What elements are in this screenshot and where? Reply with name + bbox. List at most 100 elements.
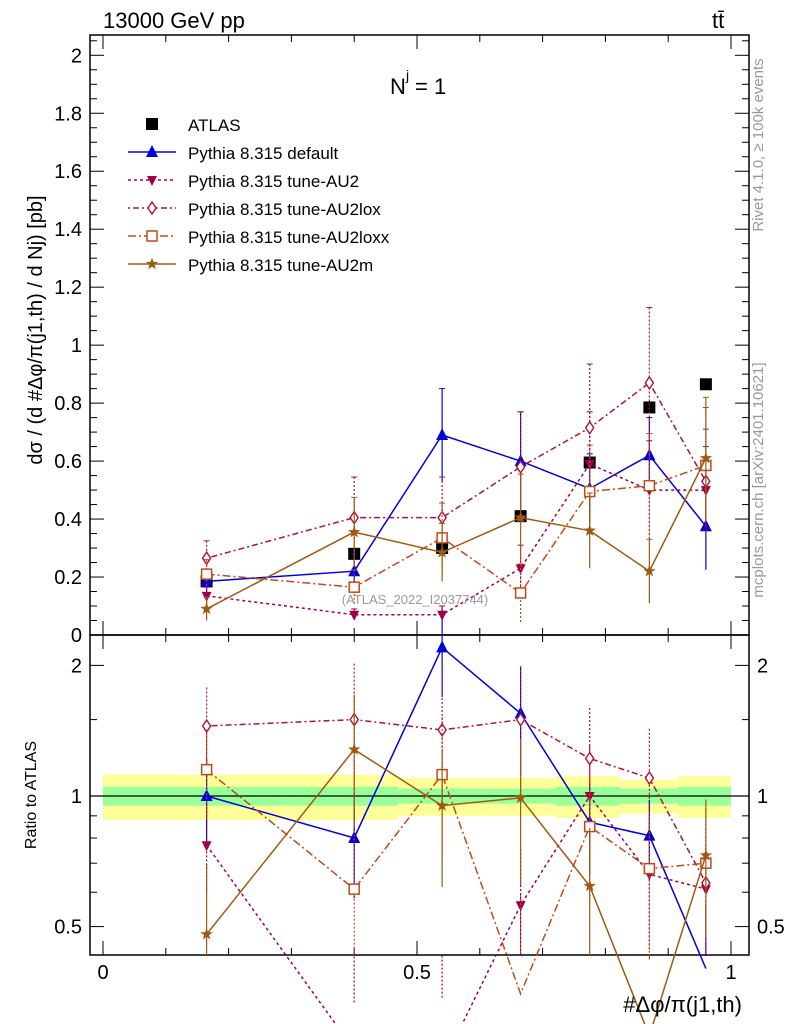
series-line: [206, 464, 707, 595]
ratio-y-tick-label: 2: [71, 655, 82, 677]
legend-label: Pythia 8.315 tune-AU2lox: [188, 200, 381, 219]
data-point: [514, 587, 527, 599]
ratio-y-tick-label: 0.5: [54, 917, 82, 939]
main-y-axis-label: dσ / (d #Δφ/π(j1,th) / d Nj) [pb]: [25, 195, 47, 464]
main-y-tick-label: 1.4: [54, 219, 82, 241]
mcplots-label-text: mcplots.cern.ch [arXiv:2401.10621]: [750, 362, 767, 597]
main-y-tick-label: 1: [71, 335, 82, 357]
data-point: [201, 550, 212, 566]
legend-label: Pythia 8.315 tune-AU2loxx: [188, 228, 390, 247]
series-line: [206, 381, 707, 559]
ratio-point: [514, 791, 527, 804]
data-point: [644, 375, 655, 391]
process-label: tt̄: [712, 8, 724, 33]
legend-label: ATLAS: [188, 116, 241, 135]
series-atlas: [200, 378, 712, 588]
ratio-y-tick-label: 1: [71, 786, 82, 808]
legend-marker: [146, 118, 158, 130]
ratio-point: [201, 841, 212, 852]
legend-entry: Pythia 8.315 tune-AU2loxx: [128, 228, 390, 247]
ratio-point: [348, 743, 361, 755]
data-point: [200, 568, 213, 580]
series-line: [206, 457, 707, 610]
ratio-point: [699, 848, 713, 861]
legend-label: Pythia 8.315 tune-AU2: [188, 172, 359, 191]
ratio-plot-frame: 0 0.5 1 0.5 0.5 1 1 2 2: [54, 634, 785, 984]
ratio-point: [348, 831, 361, 844]
ratio-point: [583, 879, 596, 892]
data-point: [349, 610, 360, 621]
main-y-label-text: dσ / (d #Δφ/π(j1,th) / d Nj) [pb]: [25, 195, 47, 464]
main-y-tick-label: 1.8: [54, 103, 82, 125]
legend-label: Pythia 8.315 default: [188, 144, 339, 163]
x-axis-label: #Δφ/π(j1,th): [623, 992, 742, 1017]
mcplots-side-label: mcplots.cern.ch [arXiv:2401.10621]: [750, 362, 767, 597]
ratio-y-tick-label-right: 0.5: [757, 917, 785, 939]
legend-entry: Pythia 8.315 tune-AU2: [128, 172, 359, 191]
x-tick-label: 1: [725, 962, 736, 984]
data-point: [437, 610, 448, 621]
analysis-watermark: (ATLAS_2022_I2037744): [342, 592, 488, 607]
data-point: [643, 479, 656, 492]
ratio-y-tick-label-right: 1: [757, 786, 768, 808]
njet-title: N j = 1: [390, 67, 446, 99]
ratio-point: [643, 862, 656, 875]
ratio-point: [436, 640, 449, 653]
ratio-point: [515, 901, 526, 912]
legend-marker: [146, 145, 158, 157]
ratio-y-label-text: Ratio to ATLAS: [23, 741, 40, 849]
main-y-tick-label: 1.2: [54, 277, 82, 299]
ratio-y-axis-label: Ratio to ATLAS: [23, 741, 40, 849]
series-pythia-8-315-tune-au2loxx: [200, 406, 712, 996]
data-point: [348, 525, 361, 538]
data-point: [584, 420, 595, 436]
legend-marker: [147, 176, 157, 186]
main-y-tick-label: 2: [71, 45, 82, 67]
legend: ATLAS Pythia 8.315 default Pythia 8.315 tu…: [128, 116, 390, 275]
ratio-point: [515, 712, 526, 727]
data-point: [643, 564, 656, 577]
legend-marker: [147, 200, 157, 216]
ratio-point: [200, 763, 213, 776]
data-point: [200, 602, 213, 615]
main-y-tick-label: 0: [71, 625, 82, 647]
series-pythia-8-315-default: [200, 388, 712, 969]
main-y-tick-label: 0.2: [54, 567, 82, 589]
njet-value: = 1: [415, 74, 446, 99]
ratio-point: [200, 927, 213, 940]
rivet-label-text: Rivet 4.1.0, ≥ 100k events: [750, 58, 767, 231]
legend-entry: Pythia 8.315 tune-AU2lox: [128, 200, 381, 219]
legend-label: Pythia 8.315 tune-AU2m: [188, 256, 373, 275]
data-point: [699, 451, 713, 464]
series-pythia-8-315-tune-au2: [201, 411, 711, 1024]
data-point: [348, 581, 360, 593]
data-point: [437, 510, 447, 525]
data-point: [699, 378, 712, 391]
data-point: [515, 459, 526, 475]
ratio-frame-border: [89, 634, 750, 956]
data-point: [435, 545, 449, 558]
ratio-point: [201, 718, 212, 734]
main-y-tick-label: 0.4: [54, 509, 82, 531]
legend-marker: [146, 230, 158, 242]
data-point: [583, 524, 596, 536]
x-tick-label: 0.5: [403, 962, 431, 984]
rivet-side-label: Rivet 4.1.0, ≥ 100k events: [750, 58, 767, 231]
series-layer: [200, 306, 713, 1024]
legend-entry: Pythia 8.315 default: [128, 144, 339, 163]
legend-marker: [145, 257, 159, 270]
main-y-tick-label: 0.6: [54, 451, 82, 473]
ratio-y-tick-label-right: 2: [757, 655, 768, 677]
main-plot-frame: 0 0.2 0.4 0.6 0.8 1 1.2 1.4 1.6 1.8 2: [54, 34, 750, 647]
ratio-point: [644, 770, 655, 786]
x-tick-label: 0: [97, 962, 108, 984]
data-point: [436, 428, 449, 440]
series-pythia-8-315-tune-au2m: [200, 396, 713, 1024]
legend-entry: Pythia 8.315 tune-AU2m: [128, 256, 373, 275]
njet-sup: j: [405, 67, 409, 83]
ratio-point: [348, 883, 360, 895]
main-y-tick-label: 1.6: [54, 161, 82, 183]
data-point: [514, 511, 527, 523]
ratio-point: [435, 799, 449, 811]
